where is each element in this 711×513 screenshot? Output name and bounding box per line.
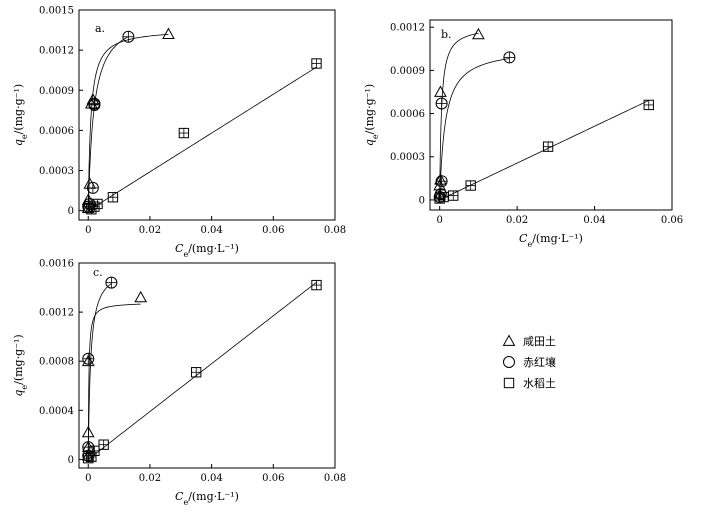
data-point-square bbox=[92, 198, 103, 210]
series-square bbox=[434, 99, 654, 204]
data-point-square bbox=[448, 190, 459, 201]
x-tick-label: 0.04 bbox=[583, 215, 605, 226]
y-tick-label: 0 bbox=[68, 455, 74, 466]
x-tick-label: 0.02 bbox=[506, 215, 528, 226]
data-point-square bbox=[465, 180, 476, 191]
x-tick-label: 0.04 bbox=[200, 473, 222, 484]
data-point-square bbox=[107, 192, 119, 203]
data-point-triangle bbox=[134, 290, 148, 303]
panel-label: a. bbox=[95, 22, 105, 35]
data-point-circle bbox=[122, 30, 135, 43]
panel-label: c. bbox=[93, 266, 103, 279]
panel-a: 0 0.02 0.04 0.06 0.08 0 0.0003 0.0006 0.0009 0.00… bbox=[12, 6, 346, 259]
y-tick-label: 0 bbox=[419, 195, 425, 206]
series-circle bbox=[433, 51, 516, 204]
data-point-circle bbox=[503, 51, 516, 64]
legend-label-chihongrang: 赤红壤 bbox=[523, 355, 556, 369]
data-point-circle bbox=[86, 181, 99, 194]
y-tick-label: 0.0004 bbox=[39, 406, 74, 417]
series-triangle bbox=[81, 290, 148, 461]
data-point-triangle bbox=[162, 27, 175, 39]
data-point-square bbox=[178, 127, 190, 139]
data-point-circle bbox=[82, 352, 95, 365]
x-tick-label: 0.06 bbox=[262, 473, 284, 484]
data-point-square bbox=[89, 445, 100, 456]
y-tick-label: 0.0009 bbox=[39, 86, 74, 97]
data-point-circle bbox=[435, 97, 448, 110]
y-tick-label: 0.0006 bbox=[390, 109, 425, 120]
x-tick-label: 0.08 bbox=[324, 225, 346, 236]
y-axis-title: qe/(mg·g⁻¹) bbox=[12, 84, 29, 146]
x-tick-label: 0.08 bbox=[324, 473, 346, 484]
fit-curve bbox=[87, 36, 129, 211]
data-point-square bbox=[643, 99, 654, 111]
x-tick-label: 0.06 bbox=[262, 225, 284, 236]
y-tick-label: 0.0003 bbox=[390, 152, 425, 163]
panel-label: b. bbox=[441, 28, 452, 41]
y-tick-label: 0 bbox=[68, 206, 74, 217]
data-point-square bbox=[98, 439, 109, 450]
plot-frame bbox=[429, 19, 673, 211]
fit-curve bbox=[439, 100, 649, 201]
legend-marker-square bbox=[503, 377, 515, 389]
fit-curve bbox=[87, 303, 141, 460]
data-point-square bbox=[542, 141, 554, 152]
fit-curve bbox=[87, 33, 169, 211]
fit-curve bbox=[439, 32, 479, 200]
plot-frame bbox=[78, 9, 336, 221]
x-axis-title: Ce/(mg·L⁻¹) bbox=[175, 490, 239, 507]
data-point-square bbox=[86, 451, 97, 463]
data-point-square bbox=[86, 204, 97, 215]
x-tick-label: 0.04 bbox=[200, 225, 222, 236]
legend: 咸田土 赤红壤 水稻土 bbox=[502, 334, 556, 390]
y-tick-label: 0.0006 bbox=[39, 126, 74, 137]
data-point-square bbox=[311, 279, 322, 291]
x-axis-title: Ce/(mg·L⁻¹) bbox=[519, 232, 583, 249]
y-axis-title: qe/(mg·g⁻¹) bbox=[12, 334, 29, 396]
series-triangle bbox=[433, 27, 485, 201]
data-point-triangle bbox=[472, 27, 485, 40]
series-square bbox=[83, 58, 322, 215]
data-point-circle bbox=[88, 97, 101, 110]
y-tick-label: 0.0016 bbox=[39, 259, 74, 270]
y-tick-label: 0.0012 bbox=[390, 23, 425, 34]
x-tick-label: 0 bbox=[85, 225, 91, 236]
x-tick-label: 0 bbox=[85, 473, 91, 484]
fit-curve bbox=[87, 283, 112, 460]
x-tick-label: 0 bbox=[436, 215, 442, 226]
panel-c: 0 0.02 0.04 0.06 0.08 0 0.0004 0.0008 0.0012 0.00… bbox=[12, 259, 346, 507]
data-point-triangle bbox=[434, 85, 447, 97]
legend-marker-circle bbox=[503, 356, 515, 368]
y-axis-title: qe/(mg·g⁻¹) bbox=[363, 84, 380, 146]
fit-curve bbox=[439, 58, 510, 200]
x-tick-label: 0.02 bbox=[139, 225, 161, 236]
series-triangle bbox=[81, 27, 175, 213]
data-point-circle bbox=[435, 175, 448, 188]
y-tick-label: 0.0009 bbox=[390, 66, 425, 77]
fit-curve bbox=[88, 66, 317, 211]
series-circle bbox=[82, 276, 118, 462]
y-tick-label: 0.0003 bbox=[39, 166, 74, 177]
data-point-square bbox=[311, 58, 322, 69]
y-tick-label: 0.0012 bbox=[39, 46, 74, 57]
x-axis-title: Ce/(mg·L⁻¹) bbox=[175, 242, 239, 259]
series-square bbox=[83, 279, 322, 464]
legend-marker-triangle bbox=[502, 334, 516, 346]
x-tick-label: 0.02 bbox=[139, 473, 161, 484]
fit-curve bbox=[87, 281, 317, 460]
plot-frame bbox=[78, 262, 336, 469]
y-tick-label: 0.0008 bbox=[39, 357, 74, 368]
data-point-circle bbox=[105, 276, 118, 289]
legend-label-shuidaotu: 水稻土 bbox=[523, 377, 556, 390]
data-point-square bbox=[191, 367, 202, 378]
x-tick-label: 0.06 bbox=[661, 215, 683, 226]
y-tick-label: 0.0012 bbox=[39, 308, 74, 319]
y-tick-label: 0.0015 bbox=[39, 6, 74, 17]
legend-label-xiantiantu: 咸田土 bbox=[523, 335, 556, 348]
panel-b: 0 0.02 0.04 0.06 0 0.0003 0.0006 0.0009 0.0012 b.… bbox=[363, 19, 683, 249]
